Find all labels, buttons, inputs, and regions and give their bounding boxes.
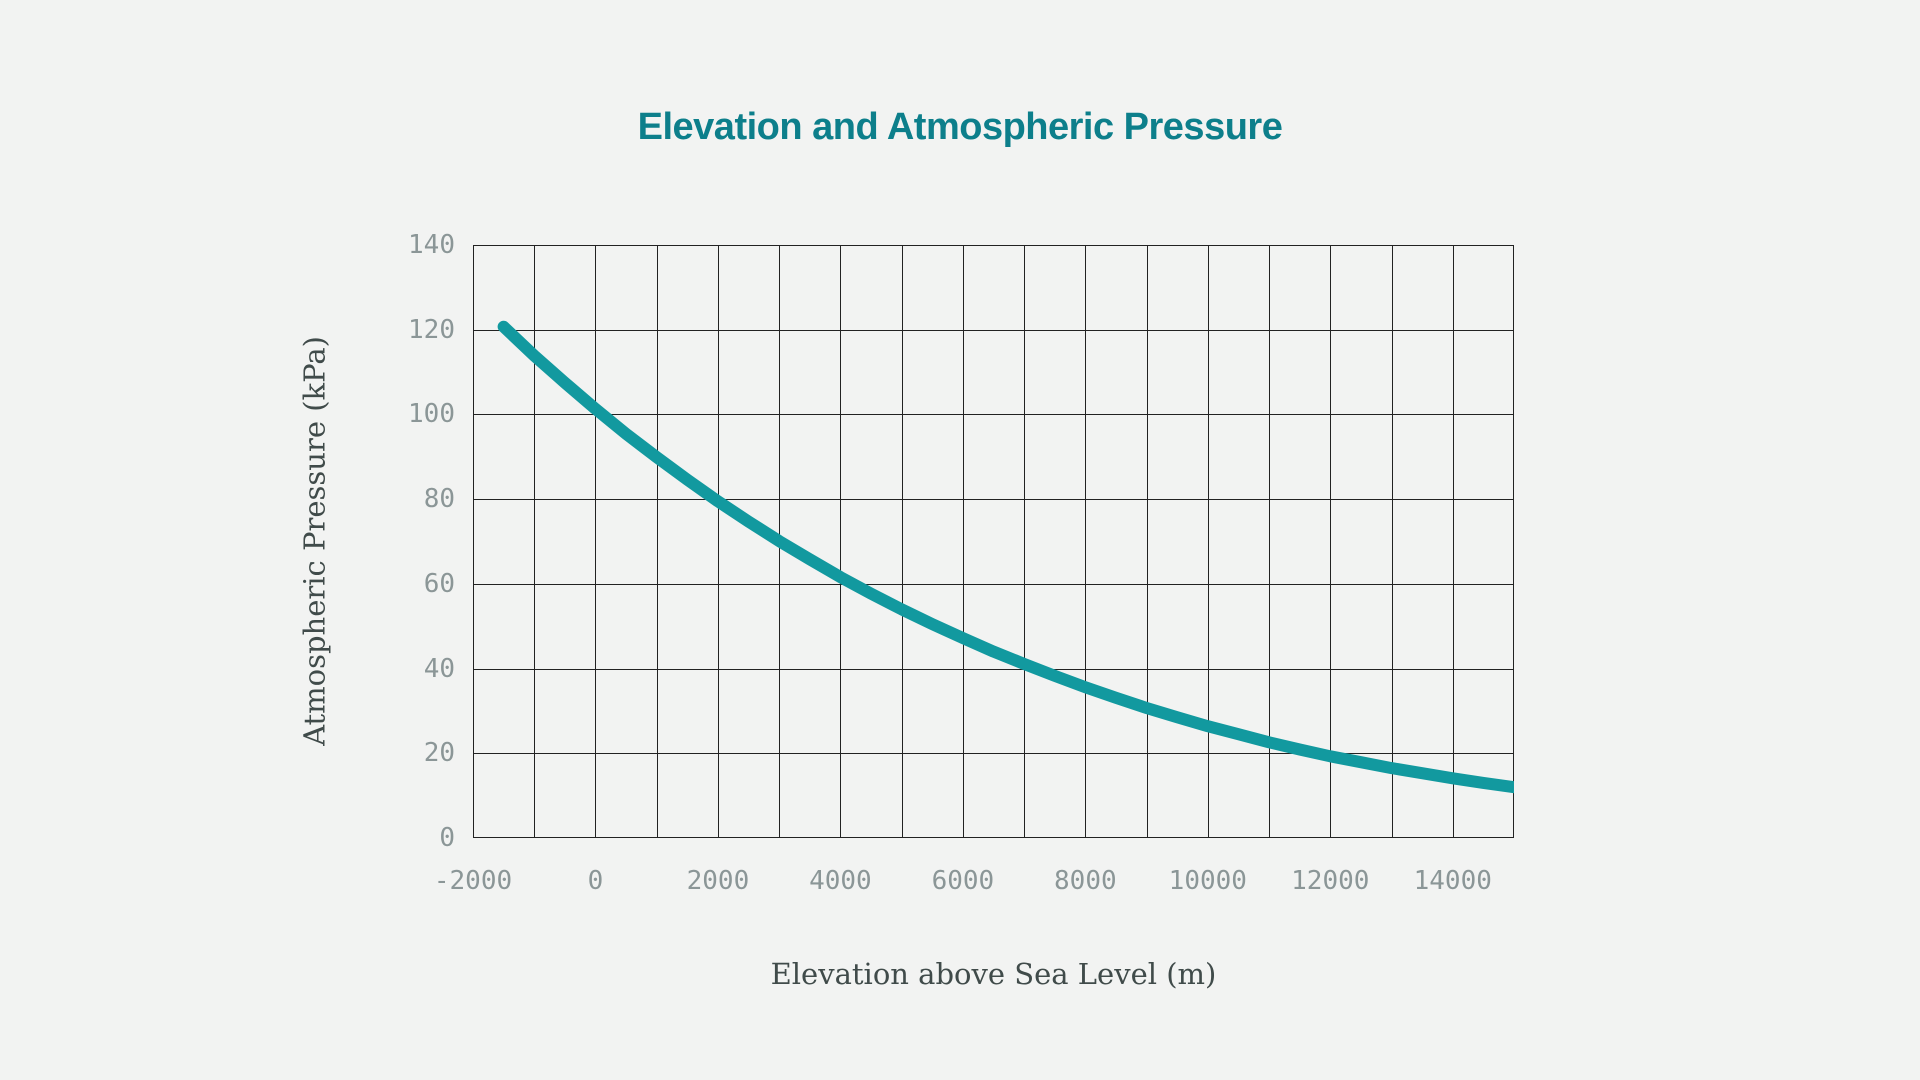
x-tick-label: -2000 [433, 866, 513, 896]
y-tick-label: 60 [423, 568, 455, 599]
y-tick-label: 140 [408, 230, 455, 260]
x-tick-label: 12000 [1291, 866, 1370, 896]
plot-svg [473, 245, 1514, 838]
x-axis-title: Elevation above Sea Level (m) [770, 957, 1217, 991]
y-axis-title: Atmospheric Pressure (kPa) [297, 336, 332, 746]
y-tick-label: 0 [439, 823, 455, 853]
chart-title: Elevation and Atmospheric Pressure [637, 106, 1283, 148]
x-tick-label: 2000 [686, 866, 750, 896]
y-tick-label: 20 [423, 738, 455, 769]
x-tick-label: 14000 [1413, 866, 1492, 896]
x-tick-label: 8000 [1054, 866, 1117, 896]
y-tick-label: 120 [408, 314, 455, 345]
plot-border [473, 245, 1514, 838]
x-tick-label: 4000 [809, 866, 872, 896]
pressure-curve [497, 320, 1514, 794]
x-tick-label: 0 [587, 866, 604, 896]
plot-area [473, 245, 1514, 838]
x-tick-label: 6000 [931, 866, 995, 896]
y-tick-label: 40 [423, 653, 455, 684]
x-tick-label: 10000 [1168, 866, 1247, 896]
grid-lines [473, 245, 1514, 838]
y-tick-label: 100 [408, 399, 455, 430]
y-tick-label: 80 [423, 484, 455, 515]
